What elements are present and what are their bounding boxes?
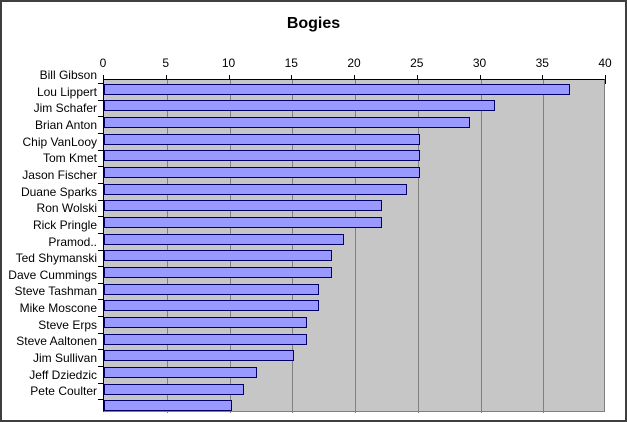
- gridline: [355, 80, 356, 413]
- x-tick-label: 5: [162, 56, 170, 70]
- gridline: [229, 80, 231, 413]
- gridline: [292, 80, 294, 413]
- x-tick-label: 0: [99, 56, 107, 70]
- chart-title: Bogies: [286, 15, 341, 32]
- x-tick-label: 15: [284, 56, 298, 70]
- plot-area: [103, 79, 605, 413]
- bar-steve-erps: [104, 334, 307, 345]
- bar-pete-coulter: [104, 400, 232, 411]
- category-tick-mark: [98, 333, 103, 334]
- category-label: Jason Fischer: [22, 168, 97, 182]
- category-tick-mark: [98, 283, 103, 284]
- bar-jason-fischer: [104, 184, 407, 195]
- x-tick-mark: [605, 75, 606, 84]
- bar-tom-kmet: [104, 167, 420, 178]
- category-label: Steve Aaltonen: [16, 334, 97, 348]
- bar-rick-pringle: [104, 234, 344, 245]
- bar-ted-shymanski: [104, 267, 332, 278]
- bar-jim-sullivan: [104, 367, 257, 378]
- category-label: Pramod..: [48, 235, 97, 249]
- x-tick-label: 10: [221, 56, 236, 70]
- category-tick-mark: [98, 233, 103, 234]
- category-label: Tom Kmet: [42, 151, 97, 165]
- category-label: Steve Erps: [38, 318, 97, 332]
- bar-pramod-: [104, 250, 332, 261]
- category-label: Jeff Dziedzic: [29, 368, 97, 382]
- bar-bill-gibson: [104, 84, 570, 95]
- category-label: Lou Lippert: [36, 85, 97, 99]
- category-label: Rick Pringle: [32, 218, 97, 232]
- category-label: Dave Cummings: [8, 268, 97, 282]
- category-tick-mark: [98, 83, 103, 84]
- category-tick-mark: [98, 316, 103, 317]
- x-tick-label: 30: [472, 56, 487, 70]
- bar-steve-aaltonen: [104, 350, 294, 361]
- x-tick-label: 20: [347, 56, 361, 70]
- category-label: Steve Tashman: [14, 284, 98, 298]
- x-tick-label: 40: [598, 56, 612, 70]
- x-tick-label: 25: [410, 56, 424, 70]
- category-label: Brian Anton: [34, 118, 97, 132]
- category-label: Bill Gibson: [39, 68, 97, 82]
- bar-steve-tashman: [104, 300, 319, 311]
- x-tick-label: 35: [535, 56, 549, 70]
- category-tick-mark: [98, 399, 103, 400]
- category-label: Ron Wolski: [36, 201, 97, 215]
- bar-chip-vanlooy: [104, 150, 420, 161]
- category-tick-mark: [98, 366, 103, 367]
- category-label: Ted Shymanski: [15, 251, 97, 265]
- bar-jim-schafer: [104, 117, 470, 128]
- category-tick-mark: [98, 100, 103, 101]
- category-label: Chip VanLooy: [22, 135, 98, 149]
- category-tick-mark: [98, 250, 103, 251]
- gridline: [480, 80, 482, 413]
- category-label: Mike Moscone: [19, 301, 97, 315]
- bar-dave-cummings: [104, 284, 319, 295]
- category-label: Duane Sparks: [20, 185, 97, 199]
- bar-brian-anton: [104, 134, 420, 145]
- gridline: [543, 80, 545, 413]
- bar-duane-sparks: [104, 200, 382, 211]
- category-tick-mark: [98, 133, 103, 134]
- category-label: Pete Coulter: [30, 384, 97, 398]
- gridline: [417, 80, 419, 413]
- category-label: Jim Schafer: [33, 101, 97, 115]
- category-tick-mark: [98, 183, 103, 184]
- category-tick-mark: [98, 299, 103, 300]
- category-tick-mark: [98, 383, 103, 384]
- bar-jeff-dziedzic: [104, 384, 244, 395]
- category-tick-mark: [98, 266, 103, 267]
- bar-lou-lippert: [104, 100, 495, 111]
- category-tick-mark: [98, 349, 103, 350]
- gridline: [166, 80, 168, 413]
- bar-ron-wolski: [104, 217, 382, 228]
- category-label: Jim Sullivan: [32, 351, 97, 365]
- category-tick-mark: [98, 216, 103, 217]
- category-tick-mark: [98, 166, 103, 167]
- category-tick-mark: [98, 150, 103, 151]
- category-tick-mark: [98, 200, 103, 201]
- category-tick-mark: [98, 116, 103, 117]
- bar-mike-moscone: [104, 317, 307, 328]
